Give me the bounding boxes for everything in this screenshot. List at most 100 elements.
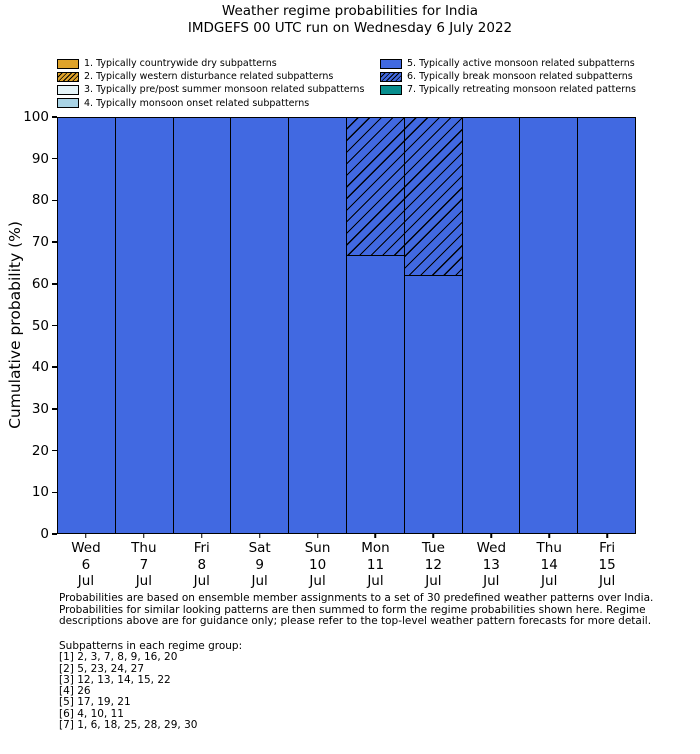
y-tick-mark-50	[52, 324, 57, 327]
legend-swatch-4	[57, 98, 79, 109]
y-tick-mark-30	[52, 408, 57, 410]
x-tick-day-fri-8-jul: Fri	[193, 540, 210, 556]
x-tick-month-sat-9-jul: Jul	[251, 573, 268, 589]
y-tick-0: 0	[40, 526, 57, 542]
x-tick-date-thu-14-jul: 14	[540, 556, 558, 573]
bar-segment-active-monsoon-tue-12-jul	[404, 276, 462, 533]
x-tick-fri-15-jul: Fri 15 Jul	[578, 534, 636, 590]
x-tick-day-thu-14-jul: Thu	[536, 540, 562, 556]
bar-mon-11-jul	[346, 118, 405, 533]
bar-segment-active-monsoon-mon-11-jul	[346, 256, 404, 533]
bar-segment-active-monsoon-thu-14-jul	[520, 118, 578, 533]
legend-label-4: 4. Typically monsoon onset related subpa…	[84, 97, 310, 109]
y-tick-label-50: 50	[31, 317, 49, 334]
legend-swatch-5	[380, 58, 402, 69]
y-tick-30: 30	[32, 401, 57, 417]
x-tick-day-wed-13-jul: Wed	[476, 540, 507, 556]
x-tick-mark-sat-9-jul	[258, 534, 261, 538]
y-tick-label-100: 100	[23, 109, 49, 125]
y-tick-mark-80	[52, 199, 57, 202]
x-tick-mark-sun-10-jul	[316, 534, 319, 538]
x-tick-month-thu-14-jul: Jul	[541, 573, 558, 589]
y-tick-label-30: 30	[31, 400, 49, 417]
legend-column-left: 1. Typically countrywide dry subpatterns…	[57, 57, 364, 110]
y-tick-100: 100	[23, 109, 57, 125]
x-tick-thu-14-jul: Thu 14 Jul	[520, 534, 578, 590]
x-tick-day-tue-12-jul: Tue	[421, 540, 445, 556]
x-tick-mark-thu-7-jul	[143, 534, 145, 538]
footer-text: Probabilities are based on ensemble memb…	[59, 592, 654, 628]
x-tick-date-fri-8-jul: 8	[197, 556, 207, 573]
legend-label-2: 2. Typically western disturbance related…	[84, 71, 334, 83]
y-tick-70: 70	[32, 234, 57, 250]
bar-segment-active-monsoon-thu-7-jul	[115, 118, 173, 533]
legend-item-6: 6. Typically break monsoon related subpa…	[380, 70, 636, 83]
bar-segment-active-monsoon-wed-6-jul	[58, 118, 115, 533]
x-tick-month-fri-8-jul: Jul	[193, 573, 210, 589]
legend-item-4: 4. Typically monsoon onset related subpa…	[57, 97, 364, 110]
bar-tue-12-jul	[404, 118, 463, 533]
bar-segment-break-monsoon-mon-11-jul	[346, 118, 404, 257]
x-tick-date-sat-9-jul: 9	[255, 556, 264, 573]
x-tick-month-wed-13-jul: Jul	[483, 573, 500, 589]
chart-title-block: Weather regime probabilities for India I…	[0, 3, 700, 37]
x-tick-mark-fri-8-jul	[201, 534, 203, 538]
x-tick-month-mon-11-jul: Jul	[367, 573, 384, 589]
bar-segment-active-monsoon-sun-10-jul	[289, 118, 346, 533]
bar-segment-break-monsoon-tue-12-jul	[404, 118, 462, 277]
y-tick-label-60: 60	[31, 275, 49, 292]
plot-area	[57, 117, 636, 534]
x-tick-mon-11-jul: Mon 11 Jul	[347, 534, 405, 590]
x-tick-mark-mon-11-jul	[374, 534, 377, 538]
x-tick-day-thu-7-jul: Thu	[131, 540, 157, 556]
x-tick-fri-8-jul: Fri 8 Jul	[173, 534, 231, 590]
y-tick-label-20: 20	[31, 442, 49, 459]
bar-thu-14-jul	[520, 118, 579, 533]
bar-fri-8-jul	[173, 118, 232, 533]
y-tick-label-90: 90	[31, 150, 49, 167]
x-tick-wed-6-jul: Wed 6 Jul	[57, 534, 115, 590]
x-tick-date-wed-13-jul: 13	[482, 556, 500, 573]
x-tick-day-mon-11-jul: Mon	[361, 540, 390, 556]
x-tick-month-wed-6-jul: Jul	[77, 573, 95, 589]
legend-label-5: 5. Typically active monsoon related subp…	[407, 58, 635, 70]
legend-swatch-6-hatched	[380, 71, 402, 82]
x-tick-day-wed-6-jul: Wed	[71, 540, 101, 556]
legend-item-7: 7. Typically retreating monsoon related …	[380, 83, 636, 96]
x-tick-date-mon-11-jul: 11	[366, 556, 385, 573]
y-tick-label-10: 10	[31, 484, 49, 501]
chart-subtitle: IMDGEFS 00 UTC run on Wednesday 6 July 2…	[187, 20, 513, 36]
y-tick-label-70: 70	[31, 234, 49, 251]
legend-item-2: 2. Typically western disturbance related…	[57, 70, 364, 83]
chart-title: Weather regime probabilities for India	[221, 3, 479, 19]
x-tick-date-wed-6-jul: 6	[81, 556, 91, 573]
y-tick-60: 60	[32, 276, 57, 292]
x-tick-sun-10-jul: Sun 10 Jul	[289, 534, 347, 590]
bar-segment-active-monsoon-fri-8-jul	[173, 118, 231, 533]
y-tick-mark-60	[52, 283, 57, 285]
y-tick-40: 40	[32, 359, 57, 375]
x-tick-mark-thu-14-jul	[548, 534, 550, 538]
bar-wed-13-jul	[462, 118, 521, 533]
y-tick-80: 80	[32, 192, 57, 208]
legend-column-right: 5. Typically active monsoon related subp…	[380, 57, 636, 97]
x-tick-mark-tue-12-jul	[432, 534, 435, 538]
legend-swatch-1	[57, 58, 79, 69]
y-tick-90: 90	[32, 151, 57, 167]
x-tick-day-sat-9-jul: Sat	[248, 540, 271, 556]
bar-sat-9-jul	[231, 118, 290, 533]
y-axis: 0 10 20 30 40 50 60 70 80 90 100	[0, 109, 57, 542]
y-tick-label-80: 80	[31, 192, 49, 209]
x-tick-day-sun-10-jul: Sun	[304, 540, 331, 556]
bar-wed-6-jul	[58, 118, 116, 533]
bar-segment-active-monsoon-fri-15-jul	[578, 118, 635, 533]
x-tick-month-fri-15-jul: Jul	[598, 573, 616, 589]
x-tick-mark-wed-6-jul	[85, 534, 87, 538]
subpatterns-heading: Subpatterns in each regime group:	[59, 640, 243, 652]
y-tick-mark-0	[52, 533, 57, 535]
x-tick-day-fri-15-jul: Fri	[599, 540, 616, 556]
y-tick-50: 50	[32, 318, 57, 334]
y-tick-mark-20	[52, 449, 57, 452]
x-tick-date-sun-10-jul: 10	[308, 556, 327, 573]
subpatterns-block: Subpatterns in each regime group: [1] 2,…	[59, 640, 459, 731]
